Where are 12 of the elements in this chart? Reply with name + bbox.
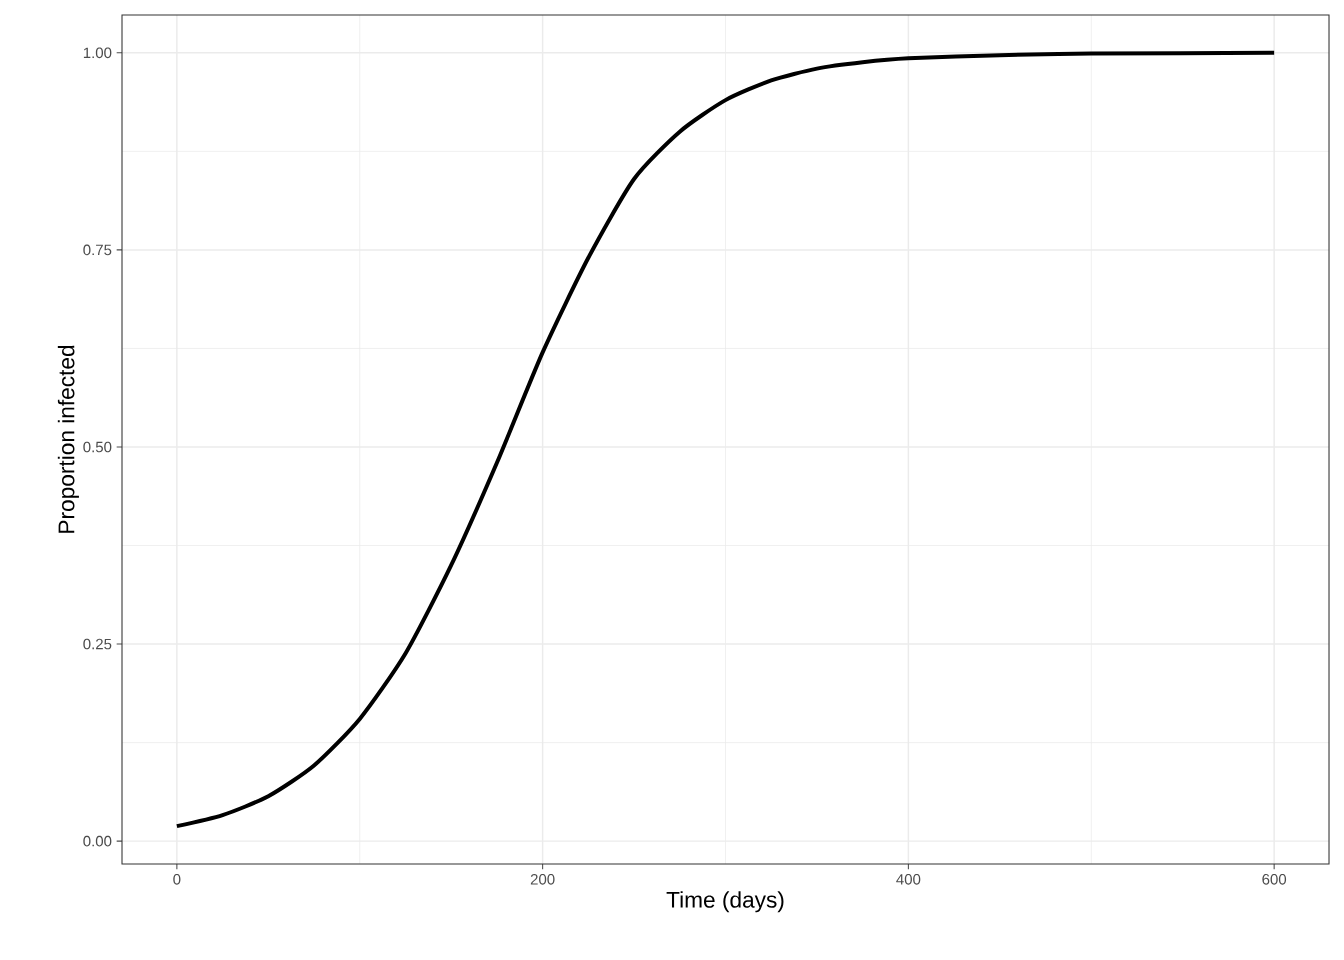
y-tick-label: 0.25 bbox=[83, 638, 112, 650]
y-tick-label: 1.00 bbox=[83, 47, 112, 59]
x-axis-title: Time (days) bbox=[666, 891, 784, 913]
x-tick-label: 400 bbox=[896, 874, 921, 885]
y-axis-title: Proportion infected bbox=[57, 345, 79, 533]
x-tick-label: 0 bbox=[173, 874, 181, 885]
x-tick-label: 200 bbox=[530, 874, 555, 885]
y-tick-label: 0.50 bbox=[83, 441, 112, 453]
line-series bbox=[174, 50, 1277, 829]
y-tick-label: 0.00 bbox=[83, 835, 112, 847]
x-tick-label: 600 bbox=[1262, 874, 1287, 885]
y-tick-label: 0.75 bbox=[83, 244, 112, 256]
